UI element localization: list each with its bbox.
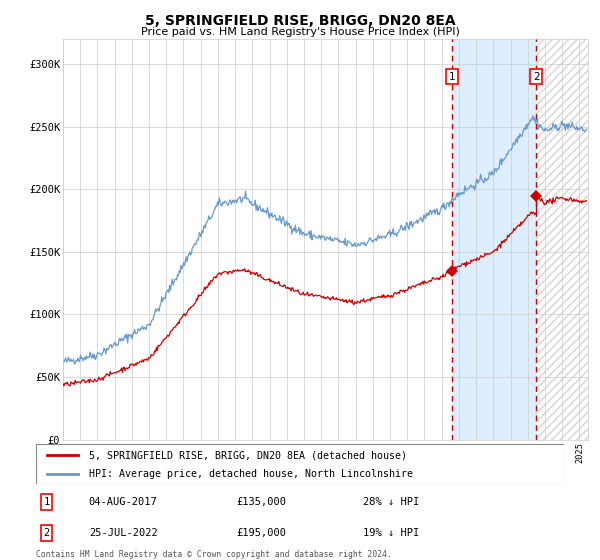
Text: 1: 1 [448,72,455,82]
Text: 28% ↓ HPI: 28% ↓ HPI [364,497,419,507]
Text: 5, SPRINGFIELD RISE, BRIGG, DN20 8EA (detached house): 5, SPRINGFIELD RISE, BRIGG, DN20 8EA (de… [89,450,407,460]
Text: 19% ↓ HPI: 19% ↓ HPI [364,528,419,538]
Text: Contains HM Land Registry data © Crown copyright and database right 2024.
This d: Contains HM Land Registry data © Crown c… [36,550,392,560]
Text: 2: 2 [43,528,50,538]
Text: HPI: Average price, detached house, North Lincolnshire: HPI: Average price, detached house, Nort… [89,469,413,479]
Text: 25-JUL-2022: 25-JUL-2022 [89,528,158,538]
Bar [536,39,588,440]
Text: £135,000: £135,000 [236,497,287,507]
Text: 1: 1 [43,497,50,507]
Text: 5, SPRINGFIELD RISE, BRIGG, DN20 8EA: 5, SPRINGFIELD RISE, BRIGG, DN20 8EA [145,14,455,28]
Text: Price paid vs. HM Land Registry's House Price Index (HPI): Price paid vs. HM Land Registry's House … [140,27,460,37]
Text: £195,000: £195,000 [236,528,287,538]
Bar [452,39,536,440]
Text: 2: 2 [533,72,539,82]
FancyBboxPatch shape [36,444,564,484]
Text: 04-AUG-2017: 04-AUG-2017 [89,497,158,507]
